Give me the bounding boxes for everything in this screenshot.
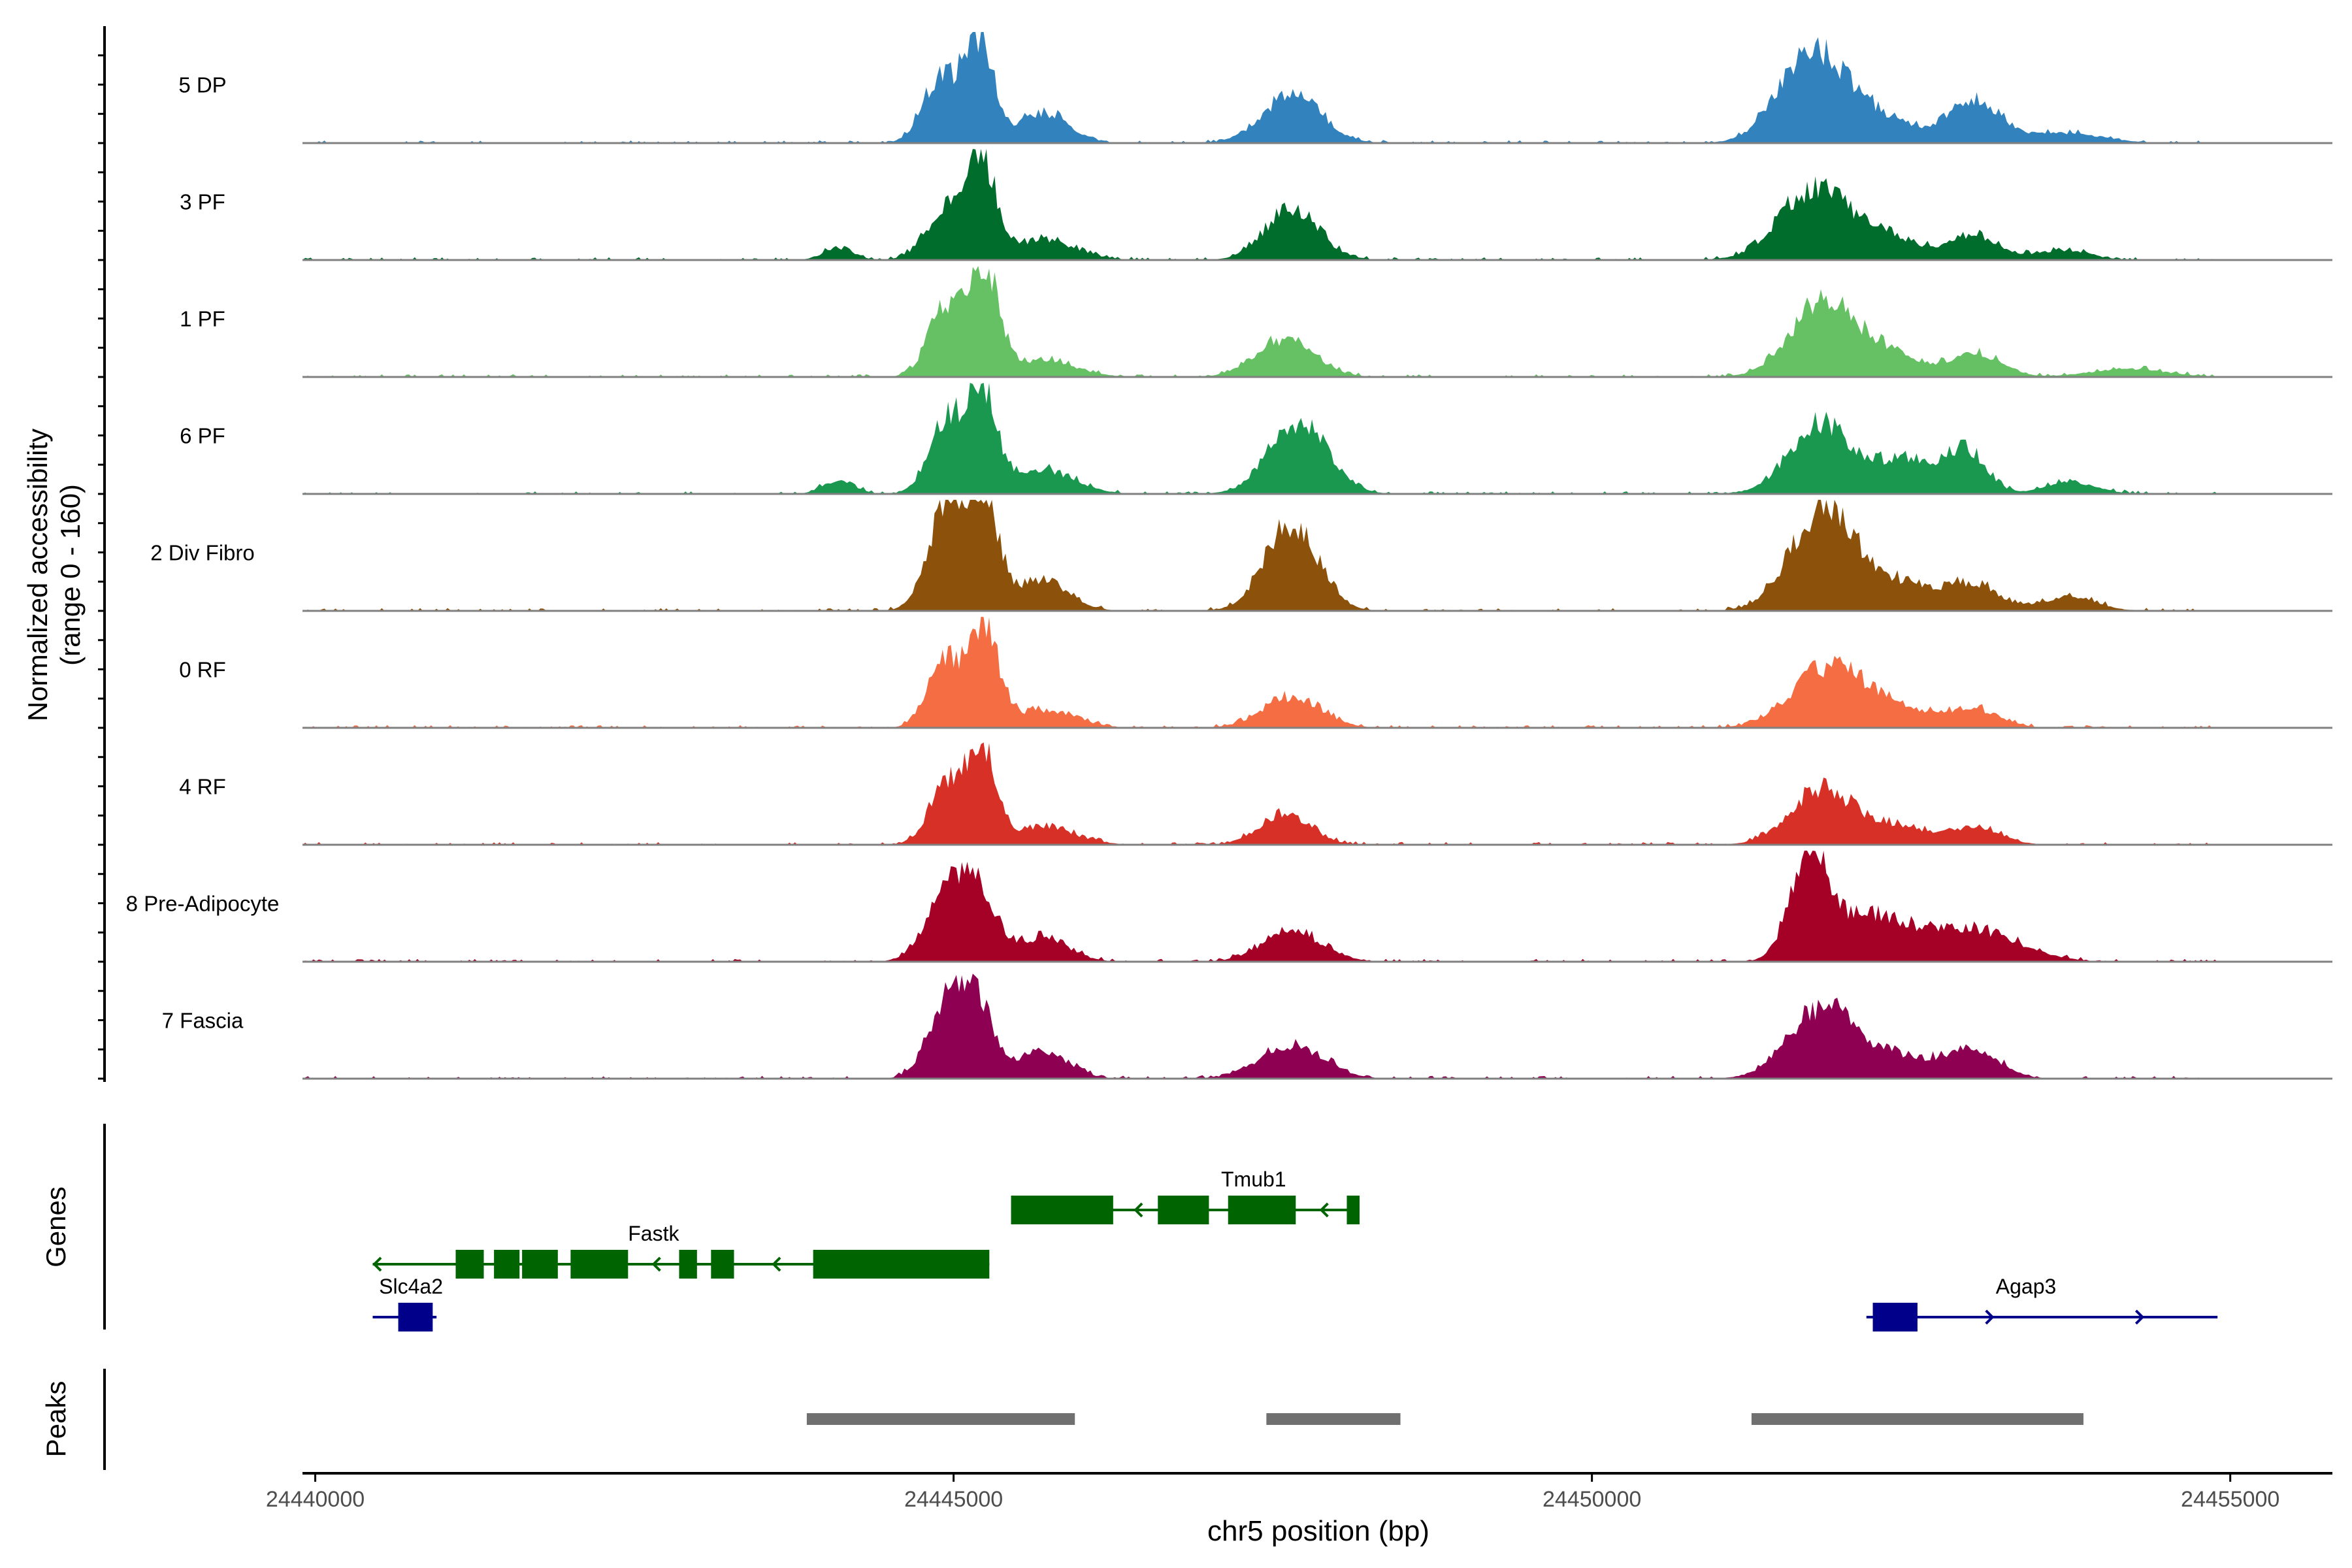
x-tick-label: 24445000 xyxy=(904,1487,1003,1512)
strand-arrow xyxy=(772,1256,781,1272)
gene-label: Tmub1 xyxy=(1221,1168,1286,1191)
coverage-track: 7 Fascia xyxy=(162,973,2332,1080)
strand-arrow xyxy=(372,1256,382,1272)
coverage-area xyxy=(302,742,2218,845)
peak-region xyxy=(806,1413,1075,1425)
coverage-track: 0 RF xyxy=(179,617,2332,729)
gene-model: Agap3 xyxy=(1866,1275,2218,1331)
genes-track-label: Genes xyxy=(41,1186,71,1267)
strand-arrow xyxy=(1319,1202,1329,1218)
coverage-track: 8 Pre-Adipocyte xyxy=(126,851,2332,963)
peak-region xyxy=(1751,1413,2083,1425)
peaks-track-label: Peaks xyxy=(41,1381,71,1458)
y-axis-label: Normalized accessibility xyxy=(22,429,53,721)
coverage-track: 5 DP xyxy=(178,32,2332,144)
exon xyxy=(570,1250,629,1279)
x-axis-label: chr5 position (bp) xyxy=(1207,1515,1429,1547)
coverage-track: 3 PF xyxy=(180,149,2332,261)
coverage-area xyxy=(302,149,2218,260)
coverage-y-axis xyxy=(98,26,106,1082)
exon xyxy=(455,1250,484,1279)
peak-regions xyxy=(806,1413,2083,1425)
track-label: 2 Div Fibro xyxy=(150,541,255,565)
track-label: 1 PF xyxy=(180,307,225,331)
gene-label: Slc4a2 xyxy=(379,1275,443,1298)
exon xyxy=(1011,1196,1113,1224)
gene-model: Fastk xyxy=(372,1222,990,1279)
peak-region xyxy=(1266,1413,1401,1425)
track-label: 4 RF xyxy=(179,775,226,799)
gene-label: Agap3 xyxy=(1996,1275,2057,1298)
coverage-track: 2 Div Fibro xyxy=(150,500,2332,612)
track-label: 8 Pre-Adipocyte xyxy=(126,892,280,916)
coverage-area xyxy=(302,851,2218,962)
coverage-area xyxy=(302,383,2218,494)
track-label: 0 RF xyxy=(179,658,226,682)
coverage-area xyxy=(302,500,2218,611)
exon xyxy=(679,1250,697,1279)
peaks-track: Peaks xyxy=(41,1369,2083,1470)
strand-arrow xyxy=(1985,1309,1995,1325)
x-tick-label: 24455000 xyxy=(2181,1487,2279,1512)
coverage-area xyxy=(302,266,2218,377)
track-label: 6 PF xyxy=(180,424,225,448)
strand-arrow xyxy=(2134,1309,2145,1325)
gene-models: Slc4a2 Fastk Tmub1 Agap3 xyxy=(372,1168,2218,1331)
x-axis: 24440000 24445000 24450000 24455000 xyxy=(266,1472,2332,1512)
coverage-area xyxy=(302,617,2218,728)
coverage-area xyxy=(302,973,2218,1079)
x-tick-label: 24450000 xyxy=(1543,1487,1641,1512)
track-label: 5 DP xyxy=(178,73,226,97)
track-label: 3 PF xyxy=(180,190,225,214)
exon xyxy=(522,1250,558,1279)
exon xyxy=(1872,1303,1918,1331)
y-axis-range-label: (range 0 - 160) xyxy=(55,484,86,666)
exon xyxy=(1347,1196,1360,1224)
gene-model: Tmub1 xyxy=(1011,1168,1360,1224)
genes-track: Genes Slc4a2 Fastk Tmub1 Agap3 xyxy=(41,1124,2218,1331)
x-tick-label: 24440000 xyxy=(266,1487,365,1512)
exon xyxy=(398,1303,433,1331)
exon xyxy=(494,1250,520,1279)
exon xyxy=(1228,1196,1296,1224)
exon xyxy=(1158,1196,1209,1224)
coverage-track: 4 RF xyxy=(179,742,2332,846)
strand-arrow xyxy=(1134,1202,1143,1218)
track-label: 7 Fascia xyxy=(162,1009,244,1033)
exon xyxy=(813,1250,990,1279)
coverage-track: 6 PF xyxy=(180,383,2332,495)
gene-model: Slc4a2 xyxy=(372,1275,443,1331)
coverage-track: 1 PF xyxy=(180,266,2332,378)
coverage-area xyxy=(302,32,2218,143)
gene-label: Fastk xyxy=(628,1222,679,1245)
exon xyxy=(711,1250,734,1279)
strand-arrow xyxy=(651,1256,661,1272)
coverage-tracks: 5 DP 3 PF 1 PF 6 PF 2 Div Fibro 0 RF 4 RF 8 Pre… xyxy=(126,32,2332,1080)
